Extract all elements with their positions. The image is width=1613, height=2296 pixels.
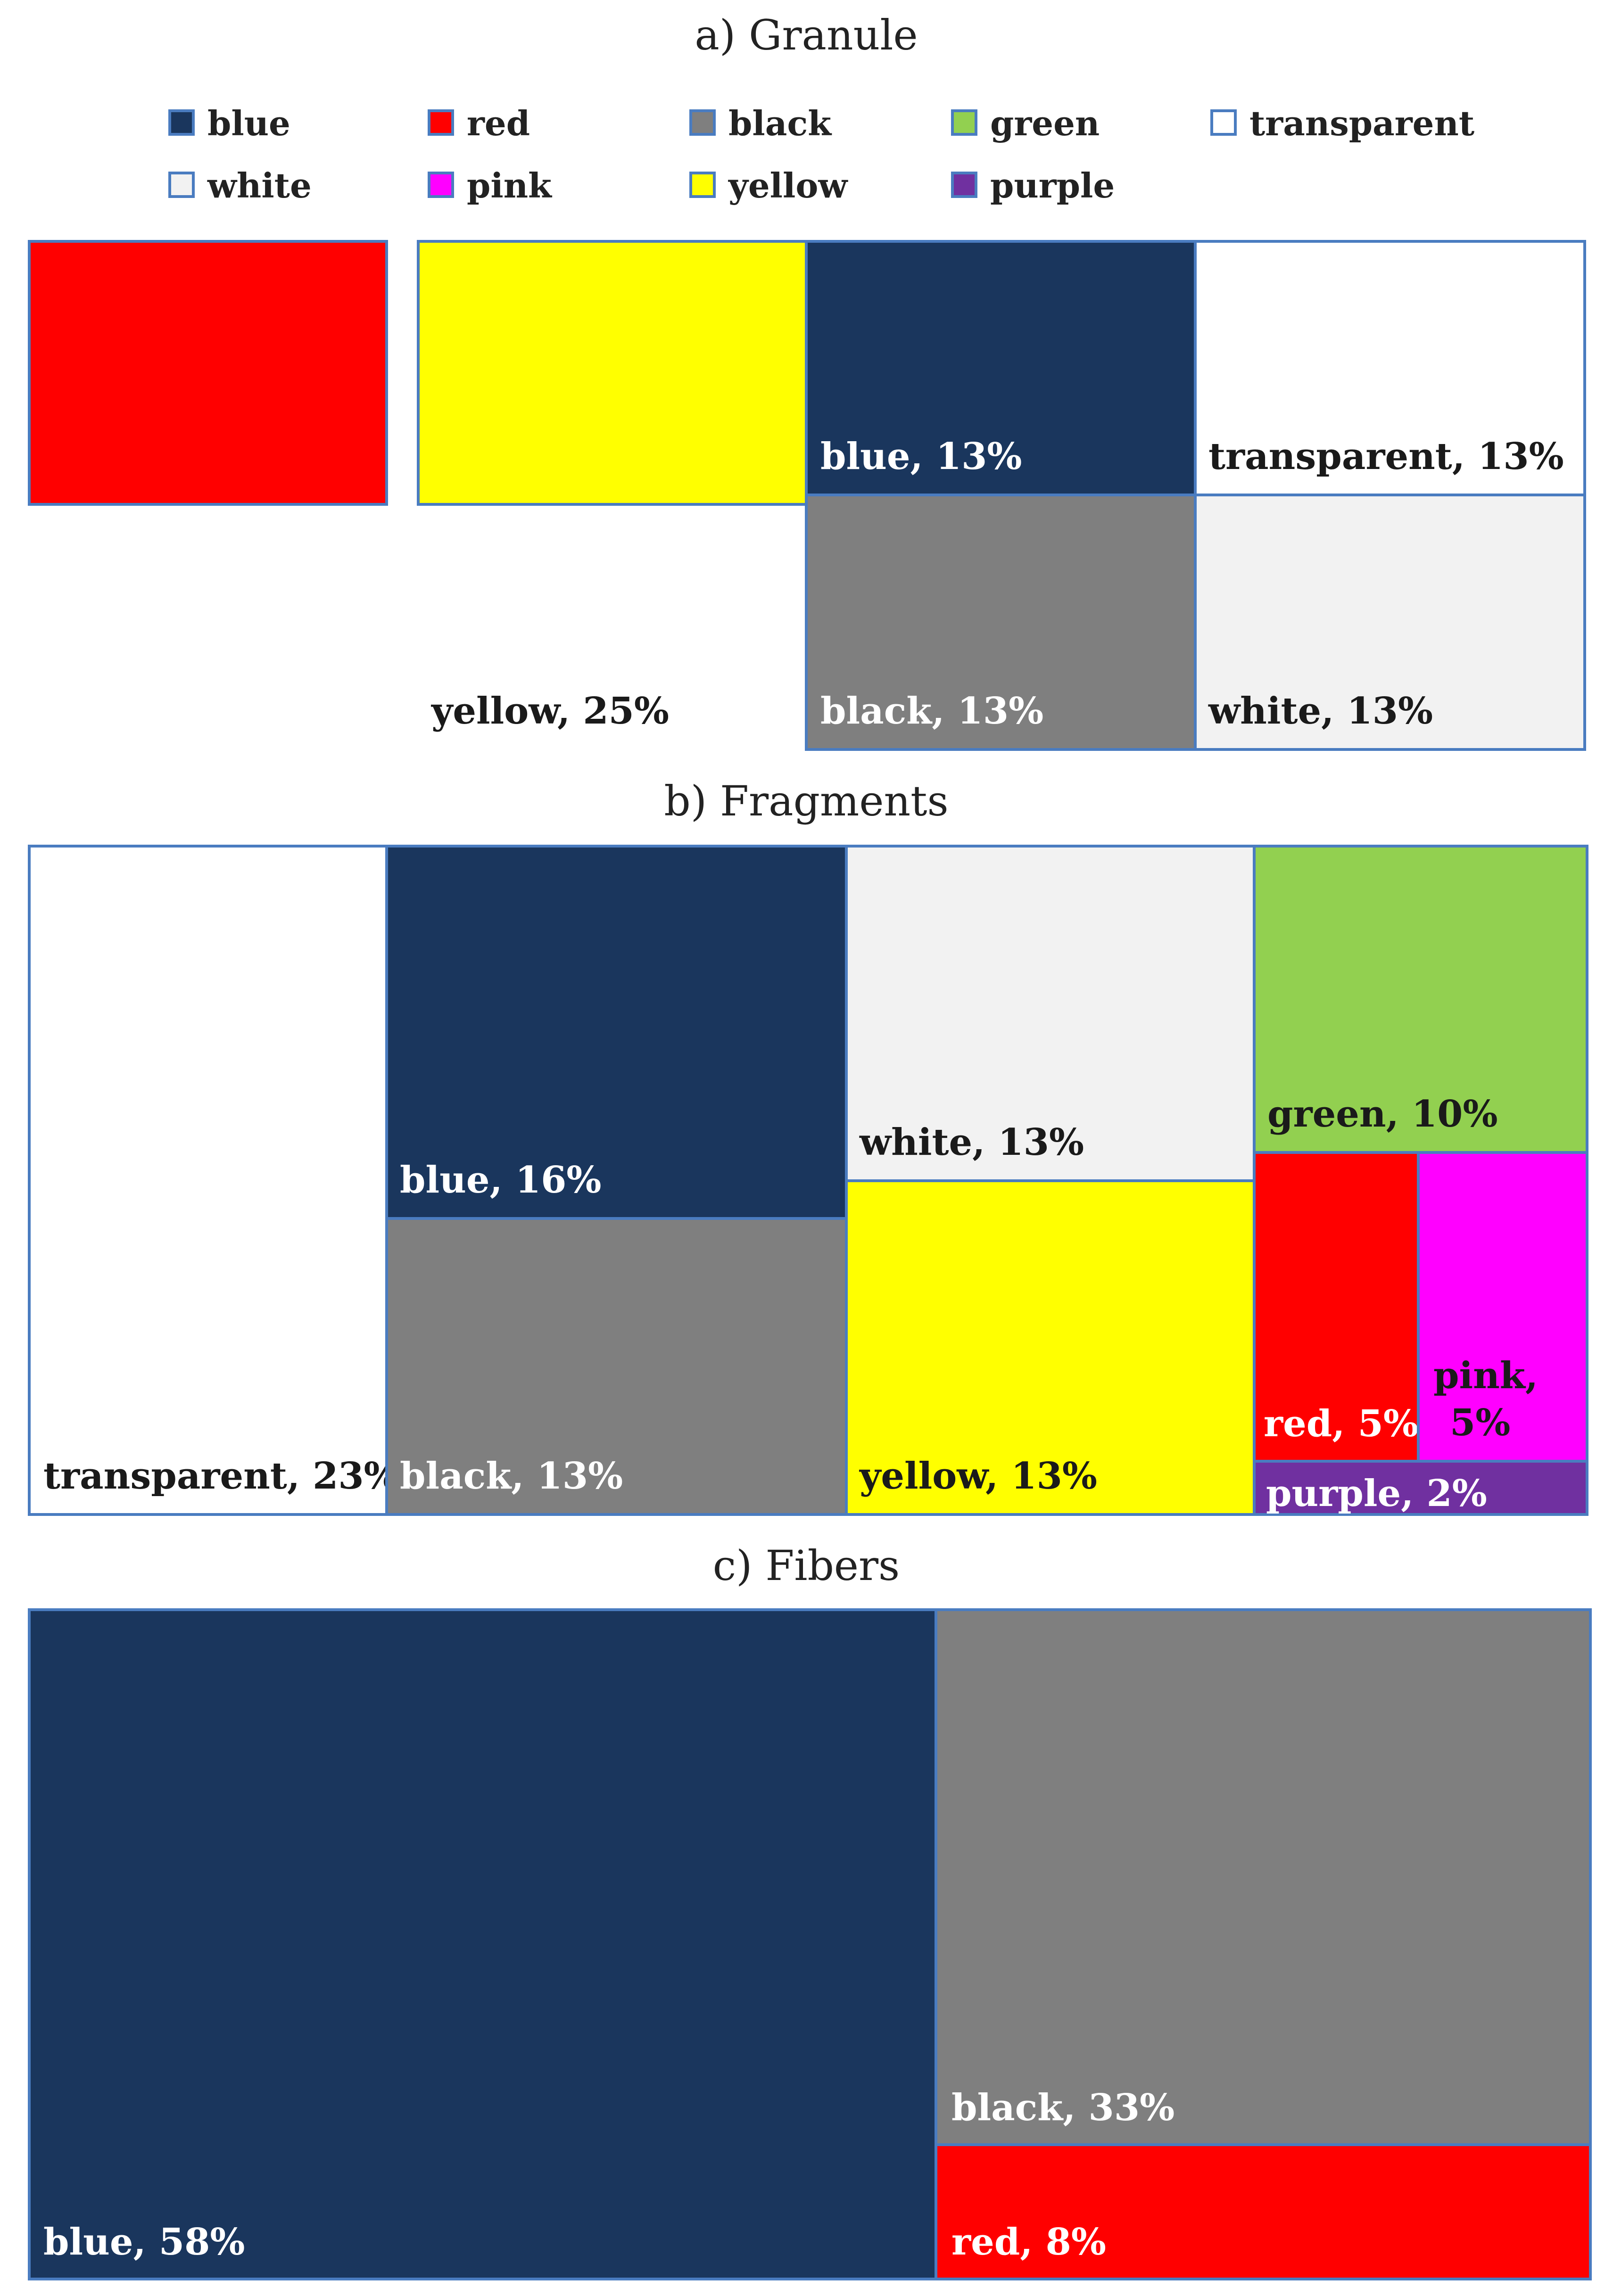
treemap-cell-black	[385, 1217, 848, 1516]
cell-label-yellow: yellow, 13%	[859, 1455, 1097, 1498]
legend-label-black: black	[728, 103, 832, 143]
treemap-cell-yellow	[417, 240, 808, 506]
legend-label-red: red	[467, 103, 530, 143]
treemap-cell-red	[28, 240, 388, 506]
treemap-cell-black	[805, 494, 1197, 751]
treemap-cell-pink	[1417, 1151, 1588, 1463]
treemap-cell-red	[1253, 1151, 1420, 1463]
cell-label-blue: blue, 58%	[43, 2221, 245, 2263]
cell-label-blue: blue, 13%	[820, 435, 1022, 478]
legend-swatch-black	[689, 109, 716, 136]
legend-label-blue: blue	[207, 103, 290, 143]
treemap-cell-yellow	[845, 1179, 1256, 1516]
treemap-cell-blue	[385, 845, 848, 1220]
cell-label-pink: pink, 5%	[1433, 1354, 1538, 1444]
cell-label-green: green, 10%	[1267, 1093, 1498, 1136]
legend-label-pink: pink	[467, 165, 553, 206]
legend-swatch-yellow	[689, 172, 716, 198]
legend-swatch-purple	[951, 172, 977, 198]
treemap-cell-blue	[805, 240, 1197, 496]
treemap-cell-black	[935, 1608, 1592, 2146]
cell-label-white: white, 13%	[1208, 690, 1433, 732]
panel-title-0: a) Granule	[695, 11, 918, 59]
legend-swatch-pink	[428, 172, 454, 198]
treemap-cell-red	[935, 2143, 1592, 2280]
cell-label-blue: blue, 16%	[400, 1159, 601, 1201]
cell-label-transparent: transparent, 13%	[1208, 435, 1564, 478]
treemap-cell-white	[1194, 494, 1586, 751]
treemap-cell-purple	[1253, 1460, 1588, 1516]
legend-label-white: white	[207, 165, 312, 206]
cell-label-black: black, 13%	[400, 1455, 623, 1498]
cell-label-yellow: yellow, 25%	[430, 690, 669, 732]
treemap-cell-transparent	[28, 845, 388, 1516]
treemap-cell-blue	[28, 1608, 937, 2280]
legend-label-yellow: yellow	[728, 165, 848, 206]
cell-label-black: black, 33%	[951, 2086, 1175, 2129]
cell-label-white: white, 13%	[859, 1121, 1084, 1164]
cell-label-purple: purple, 2%	[1266, 1472, 1487, 1515]
cell-label-transparent: transparent, 23%	[43, 1455, 399, 1498]
legend-label-green: green	[990, 103, 1100, 143]
cell-label-red: red, 8%	[951, 2221, 1106, 2263]
panel-title-1: b) Fragments	[664, 777, 948, 825]
cell-label-black: black, 13%	[820, 690, 1043, 732]
legend-swatch-red	[428, 109, 454, 136]
legend-label-transparent: transparent	[1249, 103, 1474, 143]
panel-title-2: c) Fibers	[713, 1541, 900, 1590]
cell-label-red: red, 5%	[1264, 1402, 1418, 1445]
legend-label-purple: purple	[990, 165, 1115, 206]
legend-swatch-white	[168, 172, 195, 198]
legend-swatch-transparent	[1210, 109, 1237, 136]
legend-swatch-green	[951, 109, 977, 136]
treemap-cell-transparent	[1194, 240, 1586, 496]
cell-label-red: red, 25%	[42, 690, 223, 732]
legend-swatch-blue	[168, 109, 195, 136]
